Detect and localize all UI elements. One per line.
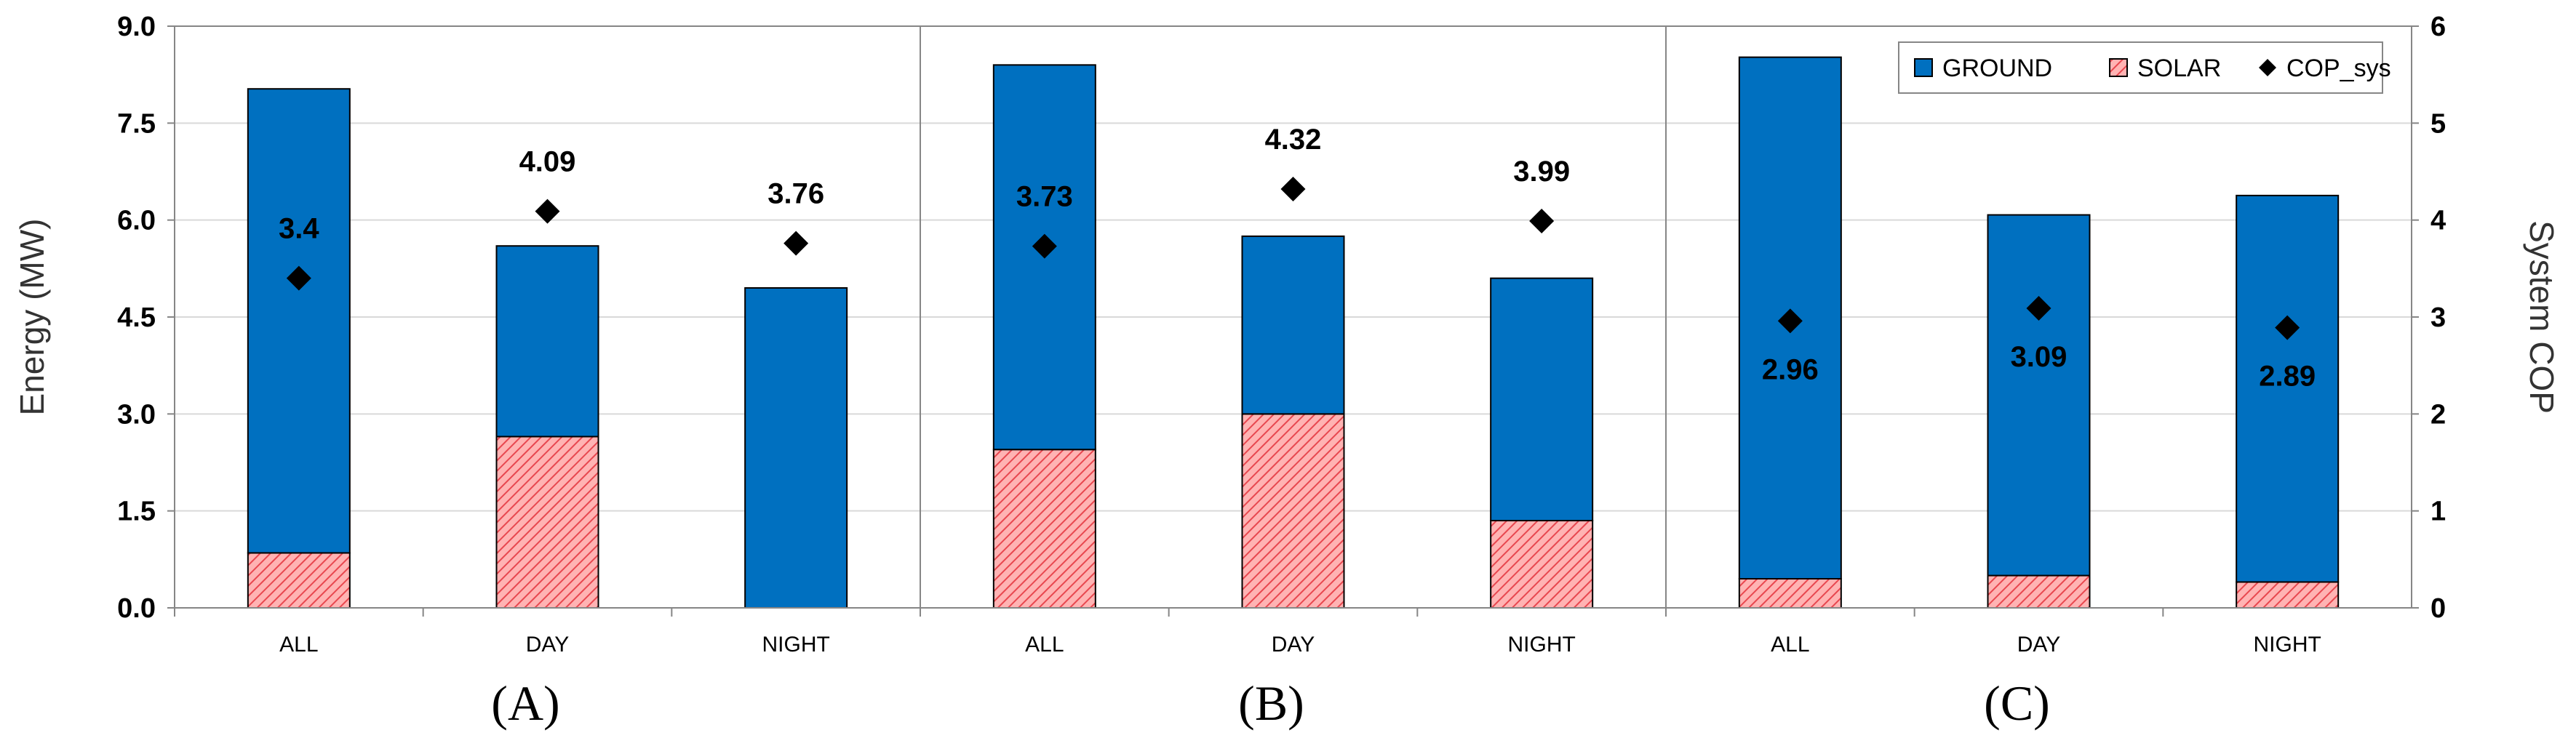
ground-bar [1987,214,2091,577]
y-tick-label: 3.0 [117,399,156,430]
panel-labels: (A) (B) (C) [491,675,2050,731]
ground-bar [1241,235,1345,415]
x-tick-label: ALL [1771,633,1809,657]
solar-bar [992,449,1096,609]
y2-tick-label: 0 [2431,593,2446,624]
cop-data-label: 3.09 [2011,341,2067,373]
cop-marker [535,198,560,224]
cop-marker [1529,209,1555,233]
legend-box [1898,41,2383,94]
y2-tick-label: 2 [2431,399,2446,430]
panel-label: (A) [491,675,559,731]
ground-bar [744,287,848,609]
legend-label: GROUND [1942,55,2052,82]
y-tick-label: 7.5 [117,108,156,139]
cop-data-label: 2.96 [1762,353,1819,385]
y2-tick-label: 5 [2431,108,2446,139]
solar-bar [1738,578,1842,609]
x-tick-label: NIGHT [2254,633,2321,657]
solar-bar [1987,574,2091,609]
y-tick-label: 4.5 [117,302,156,333]
ground-bar [1490,277,1594,521]
legend-swatch-solar [2109,58,2128,77]
axes-layer: 0.0 1.5 3.0 4.5 6.0 7.5 9.0 0 1 2 3 4 5 6 ALL DAY NIGHT A… [13,12,2561,657]
cop-layer: 3.4 4.09 3.76 3.73 4.32 3.99 2.96 3.09 2.89 [279,124,2316,393]
cop-marker [2275,315,2300,340]
legend-swatch-cop [2259,59,2276,76]
solar-bar [1490,520,1594,609]
x-tick-label: DAY [1272,633,1315,657]
y-tick-label: 9.0 [117,12,156,42]
cop-data-label: 3.4 [279,213,319,245]
y-axis-title: Energy (MW) [13,219,51,416]
legend-label: SOLAR [2137,55,2221,82]
y2-tick-label: 3 [2431,302,2446,333]
cop-marker [783,230,809,256]
y-tick-label: 1.5 [117,497,156,527]
x-tick-label: DAY [526,633,569,657]
cop-marker [1777,308,1803,334]
ground-bar [247,88,351,554]
y2-axis-title: System COP [2523,220,2561,414]
cop-data-label: 3.99 [1513,156,1570,188]
x-tick-label: NIGHT [762,633,830,657]
y2-tick-label: 4 [2431,206,2446,236]
cop-data-label: 4.32 [1265,124,1322,156]
panel-label: (C) [1984,675,2050,731]
solar-bar [247,552,351,609]
y2-tick-label: 1 [2431,497,2446,527]
cop-marker [1032,233,1057,259]
ground-bar [495,245,599,438]
solar-bar [1241,413,1345,609]
solar-bar [495,436,599,609]
bars-layer [247,56,2340,609]
x-tick-label: DAY [2017,633,2060,657]
panel-label: (B) [1238,675,1304,731]
x-tick-label: NIGHT [1508,633,1576,657]
legend: GROUND SOLAR COP_sys [1898,41,2391,94]
legend-label: COP_sys [2286,55,2391,82]
cop-data-label: 3.73 [1016,181,1073,213]
cop-marker [2026,296,2051,321]
y2-tick-label: 6 [2431,12,2446,42]
x-tick-label: ALL [279,633,318,657]
cop-marker [1280,177,1306,201]
y-tick-label: 6.0 [117,206,156,236]
cop-data-label: 2.89 [2259,361,2316,393]
cop-data-label: 3.76 [767,178,824,210]
y-tick-label: 0.0 [117,593,156,624]
cop-marker [286,265,311,291]
legend-swatch-ground [1914,58,1933,77]
cop-data-label: 4.09 [519,146,576,178]
x-tick-label: ALL [1025,633,1064,657]
ground-bar [2236,194,2340,583]
solar-bar [2236,581,2340,609]
